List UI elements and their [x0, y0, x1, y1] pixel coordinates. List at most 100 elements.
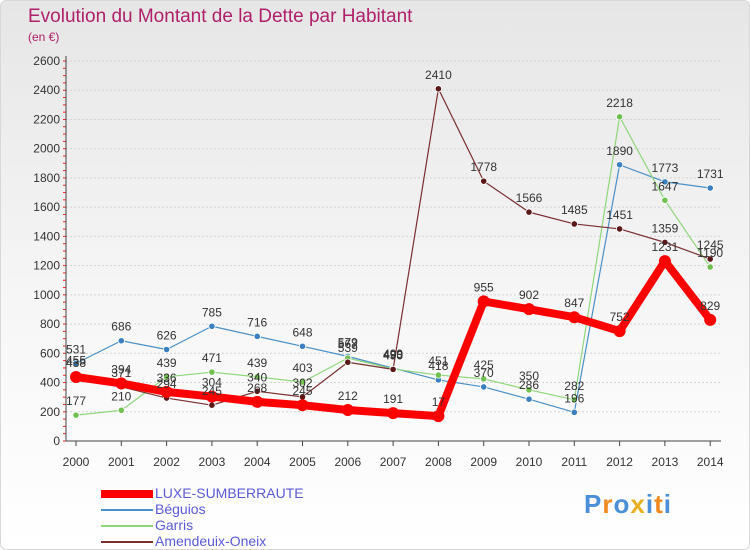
x-tick-label: 2010	[516, 455, 543, 469]
legend-swatch	[101, 525, 153, 527]
data-label-luxe-sumberraute: 212	[338, 389, 358, 403]
point-b-guios	[72, 359, 80, 367]
data-label-amendeuix-oneix: 1485	[561, 203, 588, 217]
brand-letter: i	[645, 489, 655, 519]
point-garris	[208, 368, 216, 376]
point-amendeuix-oneix	[344, 358, 352, 366]
x-tick-label: 2014	[697, 455, 724, 469]
data-label-b-guios: 286	[519, 378, 539, 392]
brand-letter: i	[663, 489, 672, 519]
point-amendeuix-oneix	[208, 401, 216, 409]
point-luxe-sumberraute	[205, 390, 218, 403]
data-label-b-guios: 531	[66, 342, 86, 356]
point-amendeuix-oneix	[706, 255, 714, 263]
y-tick-label: 800	[40, 317, 60, 331]
series-layer	[70, 85, 717, 423]
point-luxe-sumberraute	[613, 325, 626, 338]
point-b-guios	[298, 342, 307, 350]
data-label-amendeuix-oneix: 1359	[652, 221, 679, 235]
legend-label: Amendeuix-Oneix	[155, 533, 267, 549]
data-label-luxe-sumberraute: 17	[432, 395, 446, 409]
data-label-amendeuix-oneix: 1245	[697, 238, 724, 252]
point-b-guios	[480, 383, 488, 391]
legend-label: Garris	[155, 517, 194, 533]
data-label-amendeuix-oneix: 371	[111, 366, 131, 380]
y-tick-label: 1600	[33, 200, 60, 214]
x-tick-label: 2000	[63, 455, 90, 469]
data-label-luxe-sumberraute: 902	[519, 288, 539, 302]
data-label-garris: 425	[474, 358, 494, 372]
point-garris	[434, 371, 442, 379]
y-tick-label: 200	[40, 405, 60, 419]
point-b-guios	[117, 337, 125, 345]
data-label-amendeuix-oneix: 340	[247, 370, 267, 384]
data-label-luxe-sumberraute: 191	[383, 392, 403, 406]
point-amendeuix-oneix	[434, 85, 442, 93]
x-tick-label: 2005	[289, 455, 316, 469]
data-label-garris: 210	[111, 389, 131, 403]
point-garris	[72, 411, 80, 419]
point-b-guios	[163, 345, 171, 354]
data-label-luxe-sumberraute: 829	[700, 299, 720, 313]
legend-swatch	[101, 490, 153, 498]
data-label-garris: 282	[564, 379, 584, 393]
data-label-garris: 471	[202, 351, 222, 365]
point-luxe-sumberraute	[568, 311, 581, 324]
data-label-b-guios: 785	[202, 305, 222, 319]
point-amendeuix-oneix	[615, 225, 624, 233]
data-labels: 531 686 626 785 716 648 579 499 418 370 286 196 1890…	[66, 68, 724, 409]
point-amendeuix-oneix	[253, 387, 261, 395]
point-luxe-sumberraute	[523, 303, 535, 316]
point-garris	[253, 373, 261, 381]
data-label-garris: 567	[338, 337, 358, 351]
data-label-luxe-sumberraute: 847	[564, 296, 584, 310]
point-luxe-sumberraute	[115, 377, 128, 390]
y-tick-label: 400	[40, 376, 60, 390]
data-label-amendeuix-oneix: 302	[292, 376, 312, 390]
chart-title: Evolution du Montant de la Dette par Hab…	[28, 6, 413, 27]
point-garris	[298, 378, 307, 386]
brand-letter: P	[584, 489, 603, 519]
data-label-luxe-sumberraute: 1231	[652, 240, 679, 254]
y-tick-label: 1200	[33, 259, 60, 273]
y-tick-label: 2000	[33, 142, 60, 156]
x-tick-label: 2008	[425, 455, 452, 469]
point-luxe-sumberraute	[160, 385, 173, 398]
data-label-amendeuix-oneix: 2410	[425, 68, 452, 82]
brand-letter: r	[602, 489, 614, 519]
legend-swatch	[101, 509, 153, 511]
point-garris	[525, 386, 533, 394]
data-label-amendeuix-oneix: 490	[383, 348, 403, 362]
x-tick-label: 2004	[244, 455, 271, 469]
data-label-garris: 451	[428, 354, 448, 368]
legend-label: Béguios	[155, 501, 206, 517]
data-label-luxe-sumberraute: 268	[247, 381, 267, 395]
y-tick-label: 2600	[33, 54, 60, 68]
data-label-luxe-sumberraute: 336	[157, 371, 177, 385]
point-luxe-sumberraute	[387, 407, 400, 420]
point-b-guios	[253, 332, 261, 340]
chart-subtitle: (en €)	[28, 30, 60, 44]
point-luxe-sumberraute	[658, 255, 671, 268]
point-b-guios	[661, 178, 669, 186]
point-amendeuix-oneix	[661, 238, 669, 246]
x-tick-label: 2012	[606, 455, 633, 469]
data-label-b-guios: 196	[564, 391, 584, 405]
point-garris	[615, 113, 624, 121]
axes: 0 200 400 600 800 1000 1200 1400 1600 1800 2000 220…	[33, 54, 724, 469]
point-luxe-sumberraute	[432, 410, 445, 423]
point-luxe-sumberraute	[477, 295, 490, 308]
y-tick-label: 2200	[33, 112, 60, 126]
brand-letter: t	[654, 489, 664, 519]
data-label-luxe-sumberraute: 438	[66, 356, 86, 370]
data-label-b-guios: 648	[292, 325, 312, 339]
x-tick-label: 2011	[561, 455, 587, 469]
data-label-luxe-sumberraute: 394	[111, 362, 131, 376]
y-tick-label: 2400	[33, 83, 60, 97]
point-luxe-sumberraute	[296, 399, 309, 412]
data-label-garris: 1190	[697, 246, 723, 260]
point-amendeuix-oneix	[389, 365, 397, 373]
data-label-amendeuix-oneix: 455	[66, 354, 86, 368]
